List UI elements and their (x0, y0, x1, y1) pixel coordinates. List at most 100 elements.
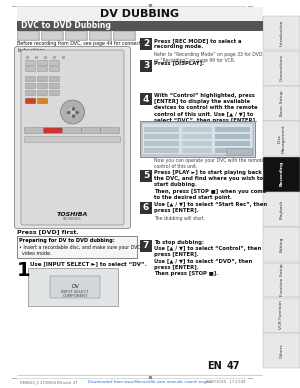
FancyBboxPatch shape (26, 61, 35, 66)
FancyBboxPatch shape (82, 128, 100, 133)
Text: Playback: Playback (280, 199, 284, 219)
Text: TOSHIBA: TOSHIBA (57, 211, 88, 217)
Text: DM8025_C 27/09/04 EN.indd  47: DM8025_C 27/09/04 EN.indd 47 (20, 380, 77, 384)
Text: 1: 1 (17, 261, 31, 280)
Text: Press [PLAY ►] to start playing back
the DVC, and find where you wish to
start d: Press [PLAY ►] to start playing back the… (154, 170, 266, 200)
Text: Preparing for DV to DVD dubbing:: Preparing for DV to DVD dubbing: (19, 238, 115, 243)
Bar (215, 134, 250, 139)
Text: Downloaded from www.Manualslib.com manuals search engine: Downloaded from www.Manualslib.com manua… (88, 380, 212, 384)
Bar (17, 236, 137, 258)
Text: The dubbing will start.: The dubbing will start. (154, 216, 205, 221)
Bar (263, 16, 300, 50)
FancyBboxPatch shape (44, 128, 62, 133)
Text: COMPONENT: COMPONENT (62, 294, 88, 298)
Text: 3: 3 (143, 62, 149, 71)
FancyBboxPatch shape (26, 76, 35, 81)
Bar (89, 31, 111, 40)
Text: Press [DISPLAY].: Press [DISPLAY]. (154, 60, 204, 65)
FancyBboxPatch shape (38, 76, 47, 81)
Bar (65, 31, 87, 40)
Bar (42, 32, 62, 39)
Bar (263, 86, 300, 121)
Bar (263, 121, 300, 156)
Text: SE-R0265: SE-R0265 (63, 217, 82, 221)
FancyBboxPatch shape (38, 61, 47, 66)
Bar (263, 192, 300, 227)
Bar (17, 7, 263, 21)
Bar (182, 127, 212, 132)
Bar (263, 263, 300, 297)
Text: With “Control” highlighted, press
[ENTER] to display the available
devices to co: With “Control” highlighted, press [ENTER… (154, 93, 258, 123)
FancyBboxPatch shape (226, 149, 253, 156)
Text: INPUT SELECT: INPUT SELECT (61, 290, 89, 294)
Circle shape (68, 107, 77, 117)
FancyBboxPatch shape (38, 90, 47, 95)
FancyBboxPatch shape (38, 99, 47, 104)
Text: 2: 2 (143, 40, 149, 48)
FancyBboxPatch shape (38, 83, 47, 88)
Bar (18, 32, 38, 39)
Bar (142, 123, 253, 155)
Text: 6: 6 (143, 203, 149, 213)
Text: Now you can operate your DVC with the remote
control of this unit.: Now you can operate your DVC with the re… (154, 158, 265, 169)
Bar (144, 134, 179, 139)
Text: Press [REC MODE] to select a
recording mode.: Press [REC MODE] to select a recording m… (154, 38, 242, 49)
Bar (144, 148, 179, 153)
FancyBboxPatch shape (50, 66, 59, 71)
Text: Function Setup: Function Setup (280, 263, 284, 296)
FancyBboxPatch shape (26, 90, 35, 95)
Bar (114, 32, 134, 39)
Bar (263, 157, 300, 192)
Text: Use [▲ / ▼] to select “Start Rec”, then
press [ENTER].: Use [▲ / ▼] to select “Start Rec”, then … (154, 202, 267, 213)
Text: DV DUBBING: DV DUBBING (100, 9, 180, 19)
Bar (140, 93, 152, 105)
Text: DVC to DVD Dubbing: DVC to DVD Dubbing (21, 21, 111, 31)
FancyBboxPatch shape (25, 137, 121, 142)
FancyBboxPatch shape (50, 83, 59, 88)
FancyBboxPatch shape (14, 47, 130, 229)
Bar (263, 333, 300, 368)
Bar (140, 121, 255, 157)
Bar (182, 148, 212, 153)
Text: 5: 5 (143, 171, 149, 180)
Text: 47: 47 (227, 361, 241, 371)
FancyBboxPatch shape (101, 128, 119, 133)
Text: Recording: Recording (280, 161, 284, 186)
Text: Refer to “Recording Mode” on page 33 for DVD
or “Recording” on page 99 for VCR.: Refer to “Recording Mode” on page 33 for… (154, 52, 262, 63)
Text: Before recording from DVC, see page 44 for connection
instructions.: Before recording from DVC, see page 44 f… (17, 41, 148, 53)
FancyBboxPatch shape (26, 66, 35, 71)
FancyBboxPatch shape (50, 76, 59, 81)
Text: 2007/10/15   17:13:49: 2007/10/15 17:13:49 (206, 380, 245, 384)
FancyBboxPatch shape (38, 66, 47, 71)
Bar (140, 240, 152, 252)
Bar (140, 202, 152, 214)
Text: Introduction: Introduction (280, 19, 284, 46)
Bar (182, 134, 212, 139)
Bar (215, 141, 250, 146)
Bar (17, 31, 39, 40)
Text: 4: 4 (143, 95, 149, 104)
Text: VCR Function: VCR Function (280, 301, 284, 329)
Bar (263, 298, 300, 333)
FancyBboxPatch shape (26, 99, 35, 104)
Text: Basic Setup: Basic Setup (280, 90, 284, 116)
Text: EN: EN (207, 361, 222, 371)
FancyBboxPatch shape (25, 128, 43, 133)
Bar (66, 32, 86, 39)
Bar (28, 268, 118, 306)
Text: Connections: Connections (280, 54, 284, 81)
Text: • Insert a recordable disc, and make sure your DVC is in
  video mode.: • Insert a recordable disc, and make sur… (19, 245, 152, 256)
Text: DV: DV (71, 284, 79, 289)
Text: To stop dubbing:
Use [▲ / ▼] to select “Control”, then
press [ENTER].
Use [▲ / ▼: To stop dubbing: Use [▲ / ▼] to select “… (154, 240, 261, 276)
Bar (17, 21, 263, 31)
FancyBboxPatch shape (50, 90, 59, 95)
Bar (263, 51, 300, 86)
Bar (140, 60, 152, 72)
Bar (215, 148, 250, 153)
Text: Disc
Management: Disc Management (278, 124, 286, 153)
Bar (140, 170, 152, 182)
Text: Use [INPUT SELECT ►] to select “DV”.: Use [INPUT SELECT ►] to select “DV”. (30, 261, 147, 266)
FancyBboxPatch shape (26, 83, 35, 88)
Text: Press [DVD] first.: Press [DVD] first. (17, 229, 79, 234)
Circle shape (61, 100, 85, 124)
